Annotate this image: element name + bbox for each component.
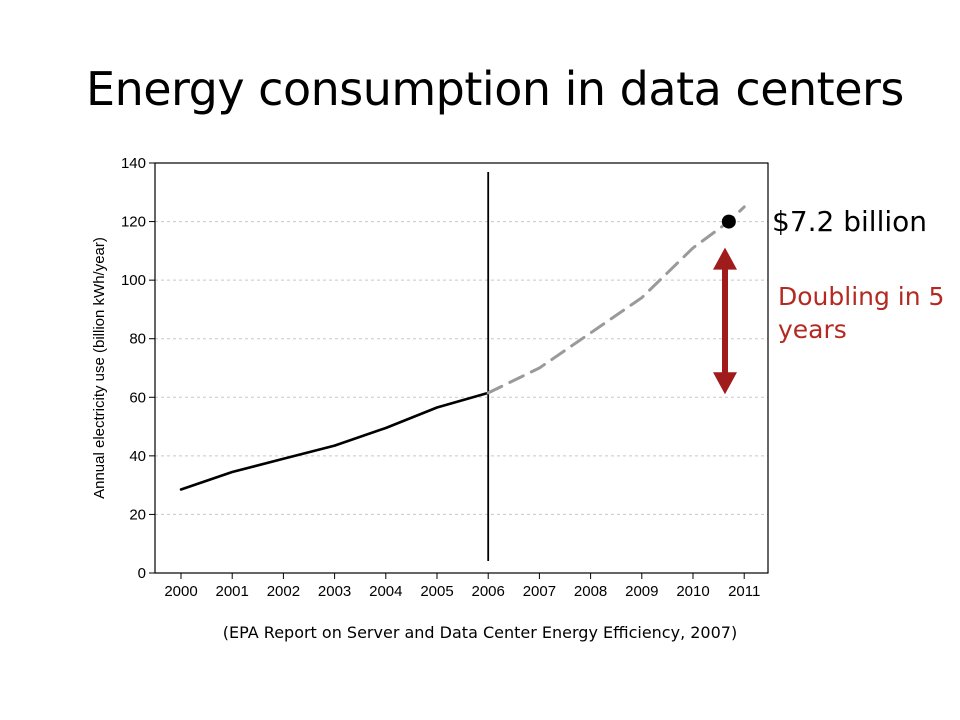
- y-axis-title: Annual electricity use (billion kWh/year…: [91, 237, 108, 499]
- arrow-head-down: [713, 372, 737, 395]
- axis-ticks: 0 20 40 60 80 100 120 140 2000 2001 2002 2003 2004 20…: [121, 155, 760, 600]
- plot-frame: [154, 162, 769, 574]
- y-tick-label: 40: [129, 448, 146, 465]
- y-tick-label: 80: [129, 331, 146, 348]
- x-tick-label: 2003: [318, 583, 351, 600]
- grid-lines: [155, 221, 768, 515]
- y-tick-label: 20: [129, 506, 146, 523]
- y-tick-label: 140: [121, 155, 146, 172]
- series-line-2: [486, 205, 746, 395]
- y-tick-label: 60: [129, 389, 146, 406]
- source-caption: (EPA Report on Server and Data Center En…: [222, 623, 738, 642]
- x-tick-label: 2006: [472, 583, 505, 600]
- doubling-arrow: [713, 247, 737, 395]
- series-line-1: [179, 391, 490, 491]
- x-tick-label: 2005: [420, 583, 453, 600]
- x-tick-label: 2011: [728, 583, 760, 600]
- price-label: $7.2 billion: [772, 205, 928, 238]
- arrow-head-up: [713, 247, 737, 270]
- x-tick-label: 2007: [523, 583, 556, 600]
- slide-title: Energy consumption in data centers: [86, 62, 904, 116]
- y-tick-label: 100: [121, 272, 146, 289]
- y-tick-label: 120: [121, 214, 146, 231]
- x-tick-label: 2008: [574, 583, 607, 600]
- x-tick-label: 2010: [676, 583, 709, 600]
- x-tick-label: 2000: [164, 583, 197, 600]
- y-tick-label: 0: [138, 565, 146, 582]
- doubling-label: Doubling in 5 years: [778, 282, 945, 344]
- highlight-point: [721, 214, 736, 229]
- x-tick-label: 2002: [267, 583, 300, 600]
- x-tick-label: 2009: [625, 583, 658, 600]
- series-lines: [179, 205, 746, 491]
- x-tick-label: 2004: [369, 583, 402, 600]
- x-tick-label: 2001: [216, 583, 249, 600]
